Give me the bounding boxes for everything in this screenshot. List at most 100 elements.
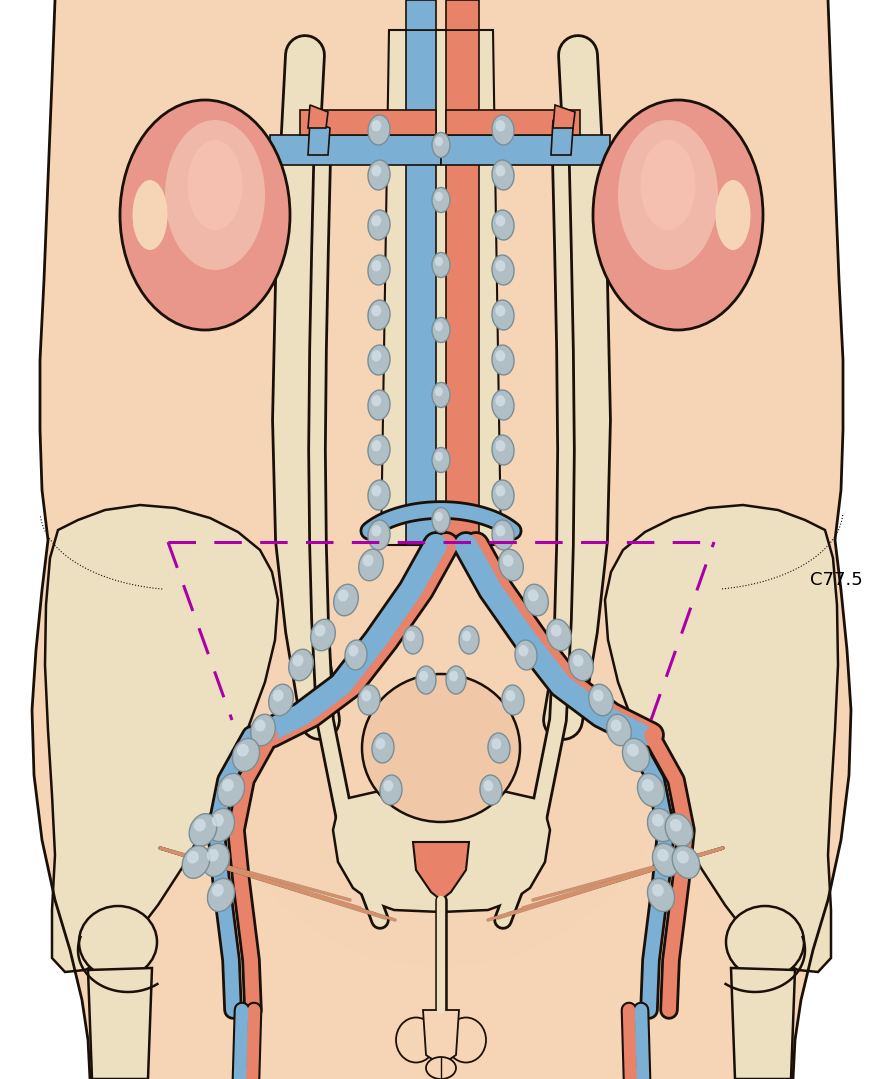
Ellipse shape: [492, 480, 514, 510]
Ellipse shape: [446, 1017, 486, 1063]
Ellipse shape: [449, 671, 458, 682]
Ellipse shape: [715, 180, 751, 250]
Ellipse shape: [483, 780, 494, 792]
Ellipse shape: [202, 844, 230, 876]
Ellipse shape: [372, 525, 381, 536]
Ellipse shape: [432, 382, 450, 408]
Polygon shape: [446, 0, 479, 30]
Ellipse shape: [432, 317, 450, 342]
Polygon shape: [270, 135, 441, 165]
Ellipse shape: [403, 626, 423, 654]
Polygon shape: [406, 30, 436, 545]
Ellipse shape: [589, 684, 614, 715]
Ellipse shape: [432, 188, 450, 213]
Ellipse shape: [372, 395, 381, 407]
Ellipse shape: [592, 689, 604, 701]
Ellipse shape: [222, 779, 234, 792]
Ellipse shape: [653, 844, 680, 876]
Ellipse shape: [677, 851, 689, 863]
Ellipse shape: [372, 215, 381, 227]
Ellipse shape: [292, 655, 304, 667]
Ellipse shape: [372, 350, 381, 361]
Ellipse shape: [524, 584, 548, 616]
Polygon shape: [553, 105, 575, 128]
Ellipse shape: [337, 589, 349, 602]
Ellipse shape: [551, 625, 562, 637]
Ellipse shape: [492, 390, 514, 420]
Ellipse shape: [492, 115, 514, 145]
Ellipse shape: [372, 305, 381, 316]
Ellipse shape: [492, 435, 514, 465]
Ellipse shape: [406, 631, 415, 641]
Ellipse shape: [726, 906, 804, 978]
Ellipse shape: [432, 507, 450, 533]
Ellipse shape: [462, 631, 472, 641]
Ellipse shape: [672, 846, 700, 878]
Ellipse shape: [254, 720, 266, 732]
Ellipse shape: [495, 305, 505, 316]
Ellipse shape: [372, 733, 394, 763]
Ellipse shape: [372, 120, 381, 132]
Ellipse shape: [495, 260, 505, 272]
Ellipse shape: [217, 774, 245, 807]
Ellipse shape: [502, 555, 514, 566]
Text: C77.5: C77.5: [810, 571, 863, 589]
Ellipse shape: [495, 440, 505, 451]
Ellipse shape: [492, 255, 514, 285]
Polygon shape: [423, 1010, 459, 1065]
Ellipse shape: [495, 215, 505, 227]
Ellipse shape: [372, 440, 381, 451]
Ellipse shape: [502, 685, 524, 715]
Ellipse shape: [434, 257, 443, 267]
Ellipse shape: [434, 322, 443, 331]
Ellipse shape: [665, 814, 693, 846]
Ellipse shape: [647, 878, 675, 912]
Ellipse shape: [670, 819, 682, 832]
Ellipse shape: [640, 140, 696, 230]
Ellipse shape: [372, 260, 381, 272]
Ellipse shape: [416, 666, 436, 694]
Ellipse shape: [434, 386, 443, 396]
Ellipse shape: [383, 780, 393, 792]
Ellipse shape: [349, 645, 358, 656]
Ellipse shape: [505, 691, 516, 701]
Ellipse shape: [434, 137, 443, 147]
Ellipse shape: [368, 160, 390, 190]
Ellipse shape: [368, 520, 390, 550]
Ellipse shape: [380, 775, 402, 805]
Ellipse shape: [499, 549, 524, 581]
Ellipse shape: [132, 180, 168, 250]
Ellipse shape: [528, 589, 539, 602]
Ellipse shape: [187, 140, 243, 230]
Ellipse shape: [492, 345, 514, 375]
Ellipse shape: [372, 486, 381, 496]
Ellipse shape: [432, 448, 450, 473]
Polygon shape: [413, 842, 469, 900]
Polygon shape: [308, 120, 330, 155]
Ellipse shape: [492, 520, 514, 550]
Ellipse shape: [375, 738, 385, 750]
Ellipse shape: [569, 650, 593, 681]
Ellipse shape: [495, 165, 505, 177]
Ellipse shape: [611, 720, 622, 732]
Ellipse shape: [488, 733, 510, 763]
Ellipse shape: [358, 685, 380, 715]
Ellipse shape: [396, 1017, 436, 1063]
Ellipse shape: [627, 743, 638, 756]
Ellipse shape: [311, 619, 336, 651]
Ellipse shape: [368, 115, 390, 145]
Ellipse shape: [251, 714, 275, 746]
Ellipse shape: [368, 345, 390, 375]
Ellipse shape: [368, 300, 390, 330]
Polygon shape: [32, 0, 851, 1079]
Ellipse shape: [426, 1057, 456, 1079]
Ellipse shape: [237, 743, 249, 756]
Polygon shape: [88, 968, 152, 1079]
Ellipse shape: [657, 849, 668, 862]
Polygon shape: [605, 505, 838, 972]
Polygon shape: [165, 542, 718, 968]
Ellipse shape: [372, 165, 381, 177]
Ellipse shape: [492, 160, 514, 190]
Ellipse shape: [515, 640, 537, 670]
Ellipse shape: [492, 738, 502, 750]
